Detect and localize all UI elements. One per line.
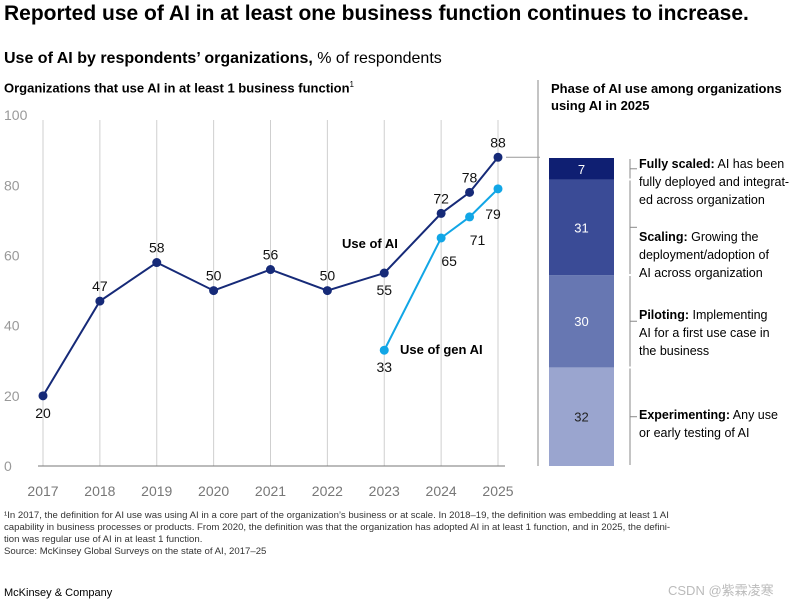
footnote-line: tion was regular use of AI in at least 1… (4, 534, 203, 545)
data-label: 50 (206, 268, 222, 284)
bar-segment (549, 367, 614, 466)
data-point (465, 212, 475, 222)
data-point (436, 233, 446, 243)
y-tick-label: 40 (4, 318, 20, 334)
data-label: 56 (263, 247, 279, 263)
x-tick-label: 2020 (198, 483, 229, 499)
y-tick-label: 20 (4, 388, 20, 404)
segment-label: 32 (574, 410, 588, 425)
data-label: 33 (376, 359, 392, 375)
data-point (379, 345, 389, 355)
data-label: 78 (462, 169, 478, 185)
source-line: Source: McKinsey Global Surveys on the s… (4, 546, 267, 557)
chart-title: Reported use of AI in at least one busin… (4, 2, 749, 25)
y-tick-label: 100 (4, 107, 28, 123)
subtitle-bold: Use of AI by respondents’ organizations, (4, 50, 313, 67)
data-label: 71 (470, 232, 486, 248)
data-point (95, 296, 105, 306)
data-label: 88 (490, 134, 506, 150)
data-point (266, 265, 275, 275)
chart-subtitle: Use of AI by respondents’ organizations,… (4, 50, 442, 68)
phase-description: or early testing of AI (639, 426, 750, 440)
series-label-gen-ai: Use of gen AI (400, 342, 483, 357)
data-point (38, 391, 48, 401)
x-tick-label: 2021 (255, 483, 286, 499)
data-point (465, 187, 475, 197)
data-label: 47 (92, 278, 108, 294)
phase-description: Implementing (689, 308, 768, 322)
bar-segment (549, 275, 614, 368)
phase-label-piloting: Piloting: Implementing AI for a first use… (639, 306, 810, 360)
line-chart-heading: Organizations that use AI in at least 1 … (4, 80, 354, 95)
data-point (436, 208, 446, 218)
subtitle-unit: % of respondents (312, 50, 442, 67)
bar-segment (549, 158, 614, 180)
y-tick-label: 60 (4, 248, 20, 264)
data-point (209, 286, 219, 296)
x-tick-label: 2022 (312, 483, 343, 499)
data-point (322, 286, 332, 296)
footnote: ¹In 2017, the definition for AI use was … (4, 510, 804, 558)
y-tick-label: 0 (4, 458, 12, 474)
y-tick-label: 80 (4, 177, 20, 193)
data-point (379, 268, 389, 278)
data-point (493, 184, 503, 194)
phase-description: AI for a first use case in (639, 326, 770, 340)
series-label-ai: Use of AI (342, 236, 398, 251)
phase-name: Piloting: (639, 308, 689, 322)
data-label: 65 (441, 253, 457, 269)
phase-name: Fully scaled: (639, 157, 715, 171)
phase-description: AI has been (714, 157, 785, 171)
phase-description: ed across organization (639, 193, 765, 207)
x-tick-label: 2019 (141, 483, 172, 499)
data-label: 79 (485, 206, 501, 222)
data-point (493, 152, 503, 162)
segment-label: 31 (574, 220, 588, 235)
phase-label-experimenting: Experimenting: Any use or early testing o… (639, 406, 810, 442)
data-label: 20 (35, 405, 51, 421)
bar-segment (549, 179, 614, 276)
segment-label: 30 (574, 314, 588, 329)
segment-label: 7 (578, 162, 585, 177)
phase-description: the business (639, 344, 710, 358)
watermark: CSDN @紫霖凌寒 (668, 583, 774, 598)
bar-chart-heading: Phase of AI use among organizations usin… (551, 81, 782, 113)
phase-description: fully deployed and integrat- (639, 175, 790, 189)
phase-name: Scaling: (639, 230, 688, 244)
phase-label-fully-scaled: Fully scaled: AI has been fully deployed … (639, 155, 810, 209)
footnote-line: capability in business processes or prod… (4, 522, 671, 533)
publisher-logo: McKinsey & Company (4, 587, 113, 599)
ai-use-line (42, 156, 499, 397)
footnote-marker: 1 (349, 80, 354, 89)
data-label: 55 (376, 282, 392, 298)
x-tick-label: 2023 (369, 483, 400, 499)
data-label: 58 (149, 240, 165, 256)
footnote-line: ¹In 2017, the definition for AI use was … (4, 510, 669, 521)
phase-description: deployment/adoption of (639, 248, 769, 262)
x-tick-label: 2017 (27, 483, 58, 499)
gen-ai-use-line (383, 188, 499, 351)
x-tick-label: 2018 (84, 483, 115, 499)
data-label: 50 (320, 268, 336, 284)
phase-name: Experimenting: (639, 408, 730, 422)
x-tick-label: 2025 (482, 483, 513, 499)
data-label: 72 (433, 190, 449, 206)
x-tick-label: 2024 (426, 483, 457, 499)
data-point (152, 258, 162, 268)
phase-description: Growing the (687, 230, 759, 244)
phase-description: Any use (730, 408, 778, 422)
phase-description: AI across organization (639, 266, 763, 280)
line-chart-heading-text: Organizations that use AI in at least 1 … (4, 80, 350, 96)
phase-label-scaling: Scaling: Growing the deployment/adoption … (639, 228, 810, 282)
